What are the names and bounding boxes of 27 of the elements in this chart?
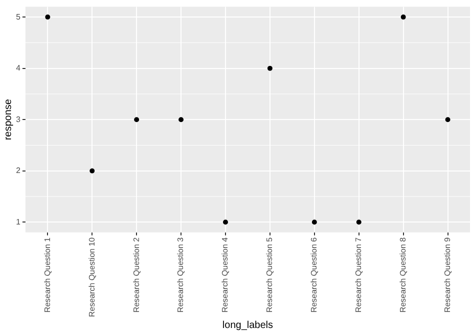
point (134, 117, 140, 122)
point (222, 220, 228, 225)
x-tick-label: Research Question 3 (176, 236, 186, 313)
point (90, 168, 95, 174)
y-tick-label: 2 (16, 166, 21, 176)
point (178, 117, 184, 122)
x-tick-label: Research Question 4 (220, 236, 230, 313)
x-tick-label: Research Question 1 (42, 236, 52, 313)
point (45, 14, 50, 20)
x-tick-label: Research Question 8 (398, 236, 408, 313)
y-tick-label: 5 (16, 12, 21, 22)
point (400, 14, 406, 20)
y-tick-label: 4 (16, 64, 21, 73)
x-tick-label: Research Question 9 (442, 236, 452, 313)
x-tick-label: Research Question 6 (310, 236, 319, 313)
x-axis-title: long_labels (222, 320, 274, 331)
x-tick-label: Research Question 2 (132, 236, 141, 313)
y-tick-label: 1 (16, 217, 21, 226)
x-tick-label: Research Question 10 (87, 236, 96, 318)
x-tick-label: Research Question 7 (354, 236, 364, 313)
point (312, 220, 317, 225)
y-tick-label: 3 (16, 114, 21, 124)
x-tick-label: Research Question 5 (265, 236, 274, 313)
y-axis-title: response (2, 98, 14, 140)
point (445, 117, 450, 122)
point (267, 66, 272, 71)
point (356, 220, 362, 225)
